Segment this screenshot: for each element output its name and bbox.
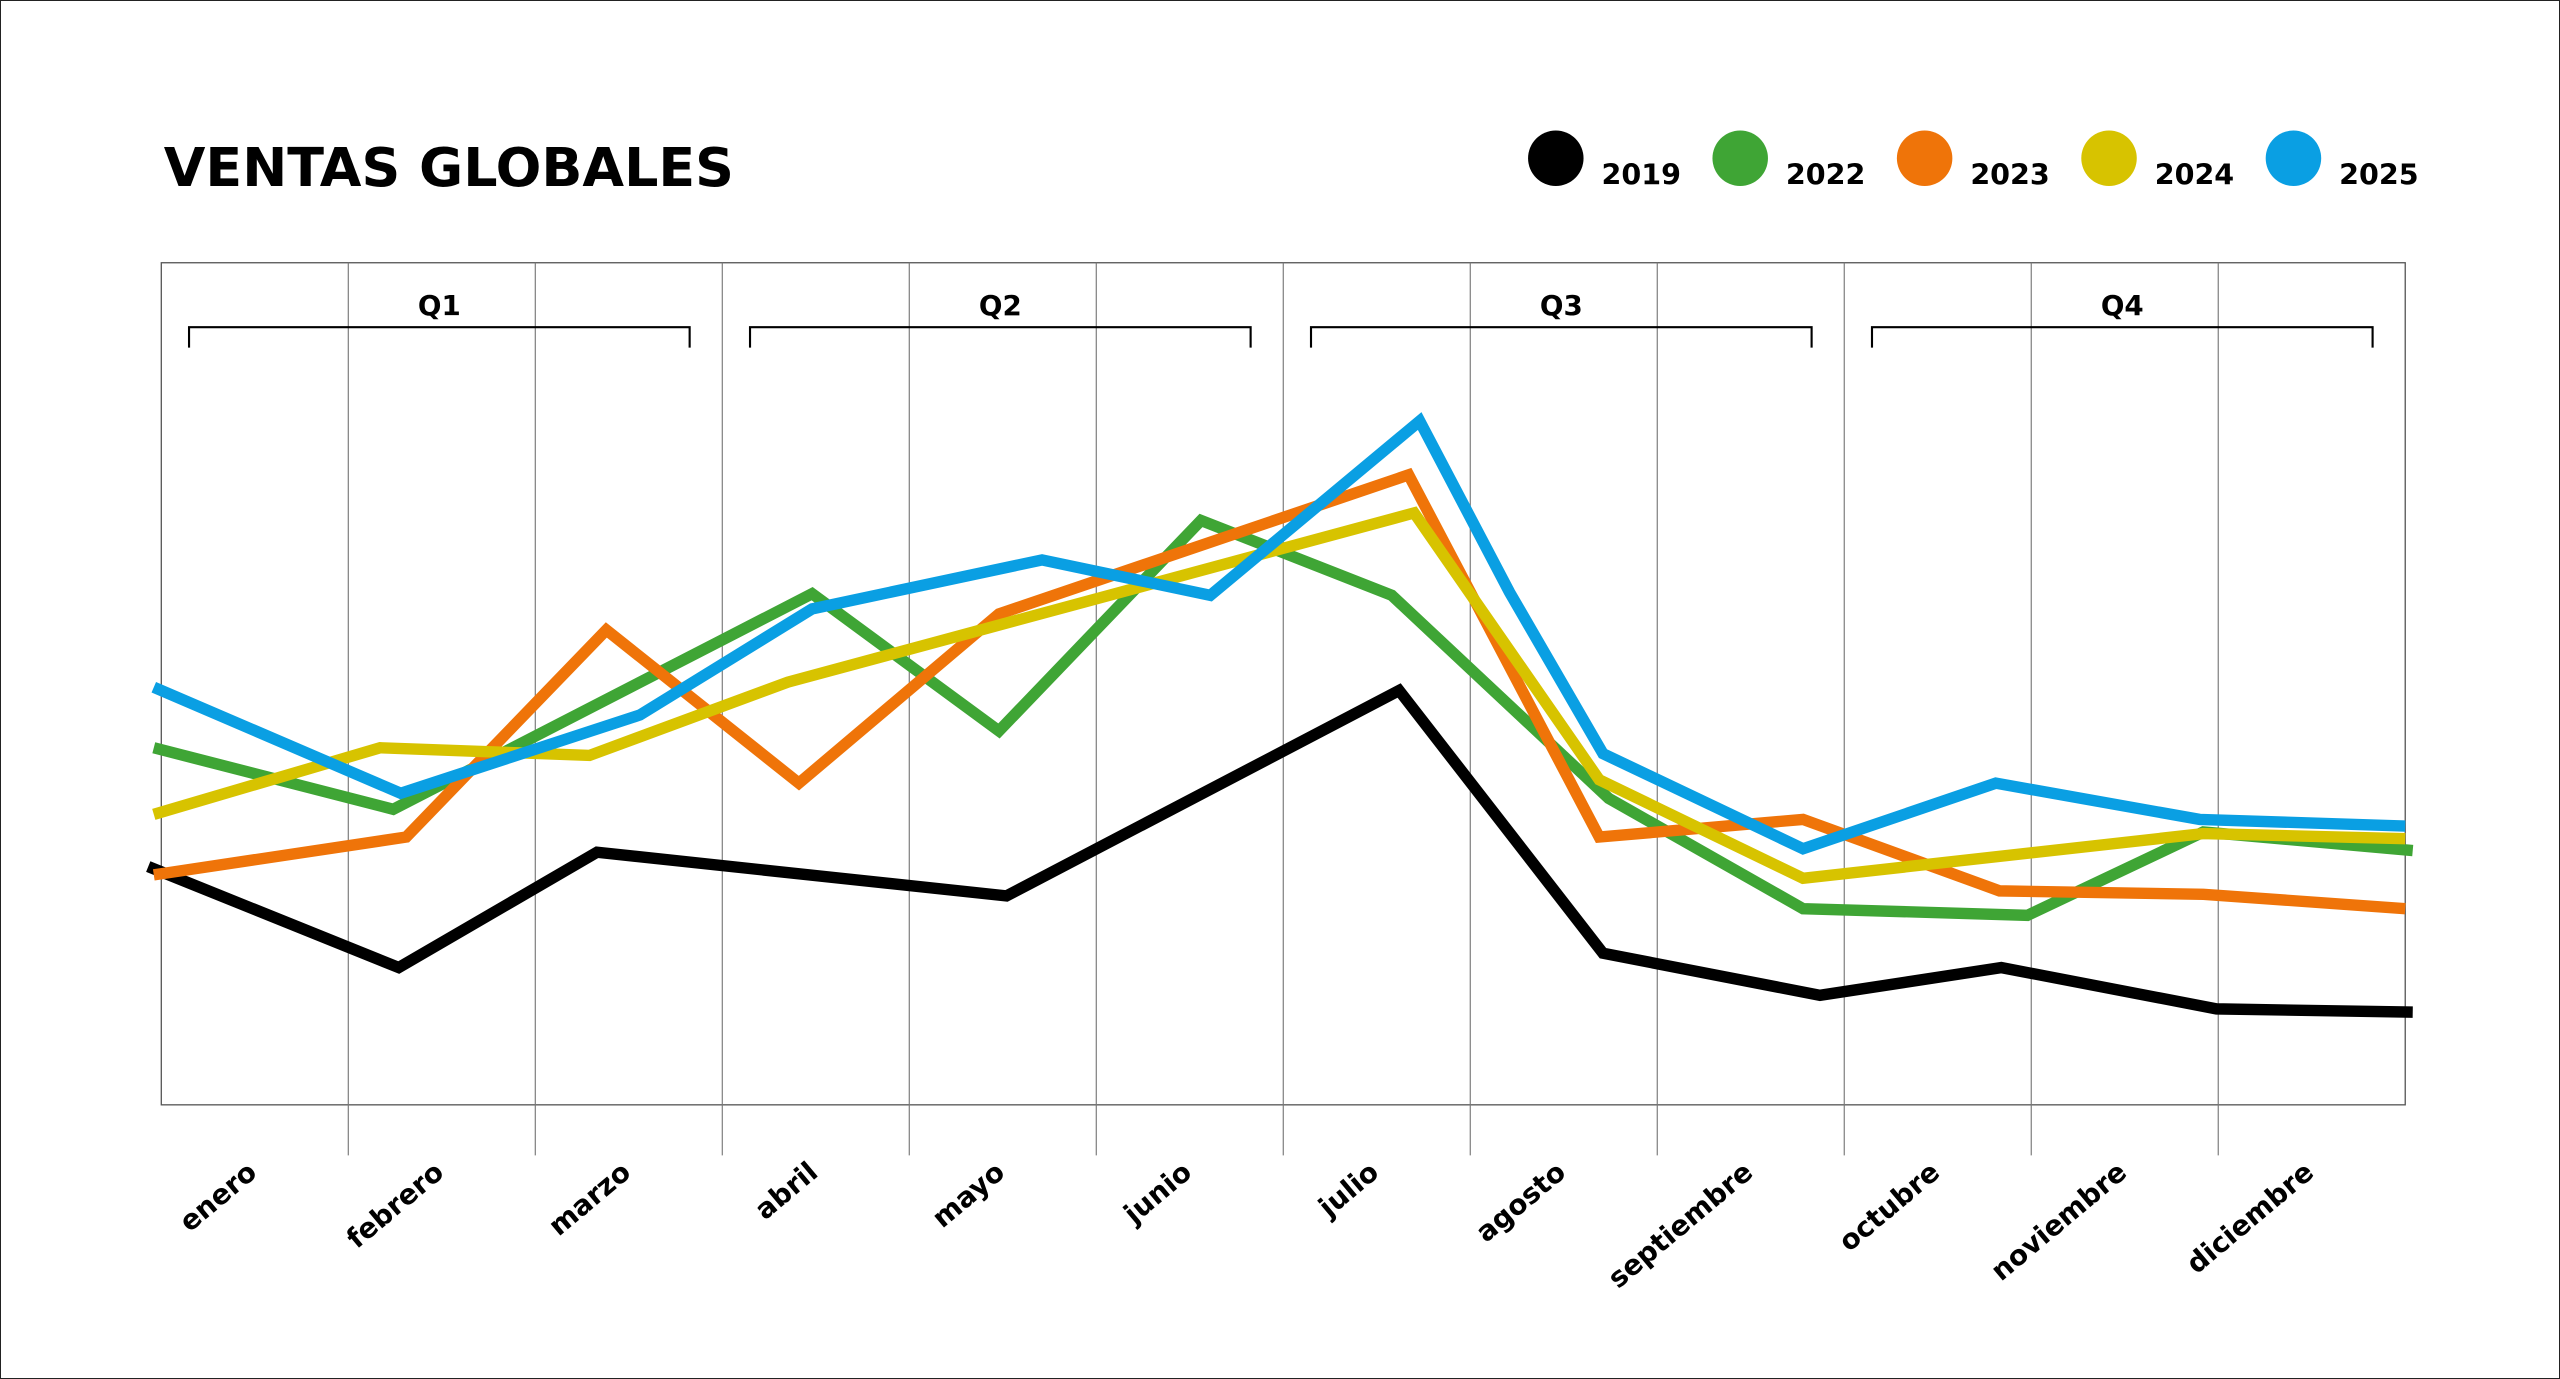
quarter-bracket [1309, 326, 1813, 348]
quarter-label: Q2 [979, 289, 1022, 322]
legend-marker-2023 [1896, 130, 1953, 187]
x-tick-label: julio [1311, 1155, 1385, 1224]
legend-marker-2019 [1528, 130, 1584, 187]
series-line-2023 [152, 467, 2406, 915]
x-tick-label: marzo [542, 1155, 637, 1242]
legend-marker-2025 [2265, 130, 2322, 187]
legend-label-2022: 2022 [1786, 157, 1865, 191]
legend-marker-2022 [1712, 130, 1768, 187]
quarter-label: Q4 [2101, 289, 2144, 322]
x-tick-label: enero [173, 1155, 263, 1238]
x-tick-label: febrero [340, 1155, 450, 1255]
quarter-brackets: Q1 Q2 Q3 Q4 [187, 289, 2374, 348]
quarter-label: Q3 [1540, 289, 1583, 322]
series-line-2024 [152, 506, 2406, 885]
legend: 2019 2022 2023 2024 2025 [1528, 130, 2419, 191]
series-line-2019 [146, 683, 2413, 1018]
x-tick-label: octubre [1832, 1155, 1946, 1258]
x-tick-label: junio [1117, 1155, 1198, 1231]
x-tick-label: mayo [926, 1155, 1011, 1234]
x-tick-label: noviembre [1984, 1155, 2133, 1287]
legend-label-2023: 2023 [1970, 157, 2049, 191]
legend-label-2025: 2025 [2339, 157, 2418, 191]
legend-label-2024: 2024 [2155, 157, 2234, 191]
x-tick-label: diciembre [2180, 1155, 2320, 1280]
x-tick-label: septiembre [1601, 1155, 1759, 1295]
chart-title: VENTAS GLOBALES [164, 136, 734, 199]
x-tick-label: abril [748, 1155, 824, 1226]
x-tick-label: agosto [1469, 1155, 1572, 1249]
x-axis-labels: enero febrero marzo abril mayo junio julio agos… [173, 1155, 2320, 1295]
quarter-label: Q1 [418, 289, 461, 322]
legend-marker-2024 [2081, 130, 2137, 187]
series-lines [146, 412, 2414, 1018]
series-line-2025 [151, 412, 2406, 855]
quarter-bracket [748, 326, 1252, 348]
quarter-bracket [1870, 326, 2374, 348]
gridlines [347, 262, 2219, 1156]
legend-label-2019: 2019 [1601, 157, 1680, 191]
quarter-bracket [187, 326, 691, 348]
